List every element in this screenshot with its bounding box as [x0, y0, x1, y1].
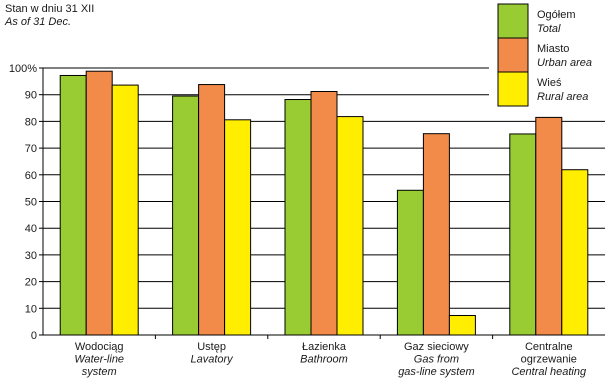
bar-3-5 [561, 169, 589, 336]
bar-1-3 [284, 99, 312, 336]
bars [59, 70, 589, 336]
note-line-2: As of 31 Dec. [4, 16, 71, 28]
y-axis: 0 10 20 30 40 50 60 70 80 90 100% [9, 63, 44, 342]
category-label-1-en-2: system [82, 366, 117, 378]
category-label-4-en-1: Gas from [414, 354, 459, 366]
category-label-2-pl-1: Ustęp [197, 341, 226, 353]
category-label-3-pl-1: Łazienka [302, 341, 347, 353]
category-label-4-pl-1: Gaz sieciowy [404, 341, 469, 353]
legend-label-1: Ogółem [537, 9, 576, 21]
y-tick-label-0: 0 [31, 330, 37, 342]
category-label-1-en-1: Water-line [74, 354, 124, 366]
y-tick-label-80: 80 [25, 116, 37, 128]
category-label-3-en-1: Bathroom [300, 354, 348, 366]
bar-3-4 [448, 315, 476, 336]
bar-1-5 [509, 133, 537, 336]
bar-3-2 [224, 119, 252, 336]
bar-1-2 [172, 95, 200, 336]
category-label-2-en-1: Lavatory [190, 354, 234, 366]
legend-label-1-en: Total [537, 23, 561, 35]
bar-1-4 [396, 189, 424, 336]
legend-swatch-2 [497, 37, 529, 73]
note-line-1: Stan w dniu 31 XII [5, 3, 94, 15]
category-label-5-pl-2: ogrzewanie [521, 354, 577, 366]
category-label-5-en-1: Central heating [511, 366, 586, 378]
y-tick-label-50: 50 [25, 197, 37, 209]
legend-swatch-3 [497, 71, 529, 107]
category-label-4-en-2: gas-line system [398, 366, 474, 378]
y-tick-label-40: 40 [25, 223, 37, 235]
bar-2-4 [422, 133, 450, 336]
legend-swatch-1 [497, 3, 529, 39]
legend-label-3-en: Rural area [537, 91, 588, 103]
y-tick-label-60: 60 [25, 170, 37, 182]
category-label-1-pl-1: Wodociąg [75, 341, 124, 353]
bar-1-1 [59, 74, 87, 336]
legend-label-3: Wieś [537, 77, 562, 89]
bar-3-1 [111, 84, 139, 336]
bar-2-1 [85, 70, 113, 336]
y-tick-label-10: 10 [25, 303, 37, 315]
y-tick-label-90: 90 [25, 90, 37, 102]
y-tick-label-30: 30 [25, 250, 37, 262]
bar-2-5 [535, 116, 563, 336]
bar-2-3 [310, 90, 338, 336]
bar-3-3 [336, 116, 364, 336]
legend-label-2: Miasto [537, 43, 569, 55]
legend: Ogółem Total Miasto Urban area Wieś Rural are… [489, 0, 613, 110]
category-label-5-pl-1: Centralne [525, 341, 573, 353]
y-top-label: 100% [9, 63, 37, 75]
y-tick-label-70: 70 [25, 143, 37, 155]
y-tick-label-20: 20 [25, 277, 37, 289]
legend-label-2-en: Urban area [537, 57, 592, 69]
bar-2-2 [198, 84, 226, 336]
